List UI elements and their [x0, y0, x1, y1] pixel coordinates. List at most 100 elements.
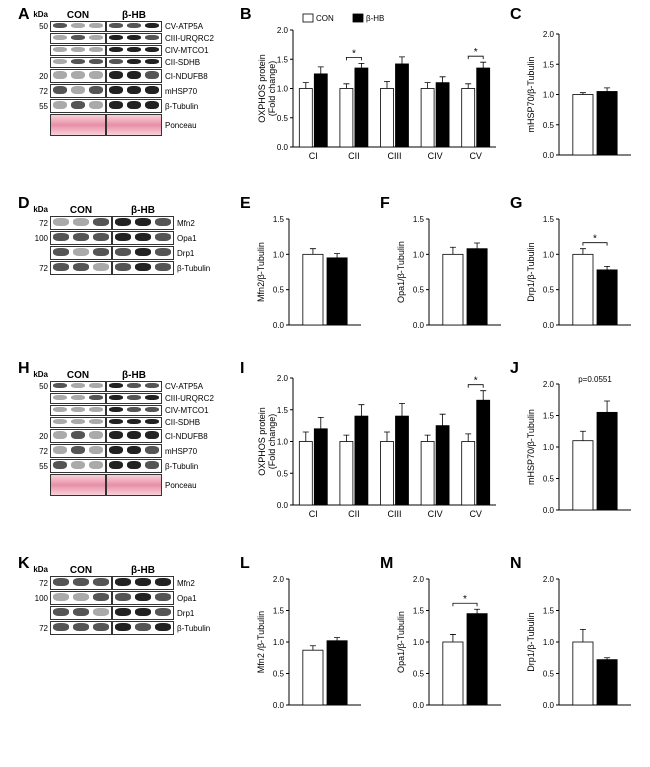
bar-chart-C: 0.00.51.01.52.0mHSP70/β-Tubulin [525, 20, 635, 170]
blot-header-bhb: β-HB [106, 10, 162, 21]
protein-label: β-Tubulin [174, 264, 210, 273]
kda-label: kDa [30, 565, 50, 576]
svg-text:0.5: 0.5 [413, 286, 425, 295]
blot-lane-group [112, 261, 174, 275]
ponceau-stain [106, 114, 162, 136]
protein-label: CIII-URQRC2 [162, 394, 214, 403]
svg-text:OXPHOS protein(Fold change): OXPHOS protein(Fold change) [257, 407, 277, 476]
svg-text:CIII: CIII [387, 509, 401, 519]
blot-header-bhb: β-HB [106, 370, 162, 381]
blot-lane-group [112, 621, 174, 635]
svg-text:0.5: 0.5 [277, 469, 289, 478]
kda-marker: 100 [30, 594, 50, 603]
protein-label: CII-SDHB [162, 418, 200, 427]
svg-text:1.5: 1.5 [543, 215, 555, 224]
blot-lane-group [106, 21, 162, 32]
svg-text:2.0: 2.0 [543, 30, 555, 39]
protein-label: mHSP70 [162, 447, 197, 456]
blot-lane-group [50, 429, 106, 443]
blot-lane-group [50, 99, 106, 113]
protein-label: Mfn2 [174, 219, 195, 228]
svg-text:1.0: 1.0 [413, 638, 425, 647]
svg-text:2.0: 2.0 [543, 575, 555, 584]
svg-text:CON: CON [316, 14, 334, 23]
blot-lane-group [106, 417, 162, 428]
kda-marker: 55 [30, 102, 50, 111]
svg-text:1.0: 1.0 [273, 250, 285, 259]
blot-lane-group [50, 381, 106, 392]
protein-label: Drp1 [174, 249, 194, 258]
svg-text:0.0: 0.0 [277, 501, 289, 510]
blot-lane-group [50, 591, 112, 605]
svg-text:Drp1/β-Tubulin: Drp1/β-Tubulin [526, 242, 536, 301]
protein-label: CV-ATP5A [162, 22, 203, 31]
svg-text:CI: CI [309, 509, 318, 519]
ponceau-stain [50, 474, 106, 496]
protein-label: Drp1 [174, 609, 194, 618]
panel-label-M: M [380, 555, 393, 573]
blot-header-con: CON [50, 370, 106, 381]
protein-label: Opa1 [174, 234, 197, 243]
svg-text:0.5: 0.5 [543, 286, 555, 295]
svg-text:Mfn2 /β-Tubulin: Mfn2 /β-Tubulin [256, 611, 266, 673]
blot-lane-group [50, 393, 106, 404]
panel-label-H: H [18, 360, 30, 378]
panel-label-F: F [380, 195, 390, 213]
ponceau-stain [106, 474, 162, 496]
kda-label: kDa [30, 370, 50, 381]
protein-label: mHSP70 [162, 87, 197, 96]
ponceau-stain [50, 114, 106, 136]
blot-lane-group [106, 69, 162, 83]
blot-lane-group [106, 99, 162, 113]
svg-text:0.0: 0.0 [413, 321, 425, 330]
svg-text:1.5: 1.5 [273, 607, 285, 616]
blot-lane-group [112, 216, 174, 230]
svg-text:CV: CV [469, 151, 482, 161]
svg-text:0.0: 0.0 [543, 321, 555, 330]
blot-header-con: CON [50, 205, 112, 216]
blot-lane-group [50, 444, 106, 458]
blot-lane-group [112, 246, 174, 260]
protein-label: CIII-URQRC2 [162, 34, 214, 43]
protein-label: CIV-MTCO1 [162, 406, 209, 415]
svg-text:1.5: 1.5 [543, 60, 555, 69]
kda-marker: 20 [30, 432, 50, 441]
blot-lane-group [50, 405, 106, 416]
bar-chart-I: 0.00.51.01.52.0CICIICIIICIVCV*OXPHOS pro… [255, 370, 500, 530]
blot-lane-group [112, 231, 174, 245]
svg-text:CII: CII [348, 509, 360, 519]
panel-label-N: N [510, 555, 522, 573]
svg-text:1.5: 1.5 [277, 55, 289, 64]
svg-text:0.5: 0.5 [543, 475, 555, 484]
svg-text:1.0: 1.0 [277, 85, 289, 94]
kda-label: kDa [30, 10, 50, 21]
panel-label-B: B [240, 6, 252, 24]
protein-label: Ponceau [162, 121, 197, 130]
svg-text:1.0: 1.0 [543, 91, 555, 100]
blot-lane-group [50, 621, 112, 635]
svg-text:Mfn2/β-Tubulin: Mfn2/β-Tubulin [256, 242, 266, 302]
bar-chart-M: 0.00.51.01.52.0*Opa1/β-Tubulin [395, 565, 505, 720]
svg-text:0.5: 0.5 [543, 121, 555, 130]
svg-text:0.5: 0.5 [413, 670, 425, 679]
blot-lane-group [106, 84, 162, 98]
svg-text:0.0: 0.0 [273, 701, 285, 710]
kda-marker: 72 [30, 579, 50, 588]
protein-label: Mfn2 [174, 579, 195, 588]
svg-text:CIV: CIV [428, 509, 443, 519]
kda-marker: 72 [30, 87, 50, 96]
panel-label-A: A [18, 6, 30, 24]
svg-text:Drp1/β-Tubulin: Drp1/β-Tubulin [526, 612, 536, 671]
panel-label-J: J [510, 360, 519, 378]
svg-text:2.0: 2.0 [413, 575, 425, 584]
svg-text:CV: CV [469, 509, 482, 519]
kda-marker: 50 [30, 22, 50, 31]
western-blot-H: kDa CON β-HB50CV-ATP5ACIII-URQRC2CIV-MTC… [30, 370, 214, 497]
panel-label-E: E [240, 195, 251, 213]
blot-lane-group [50, 69, 106, 83]
svg-text:CII: CII [348, 151, 360, 161]
svg-text:0.5: 0.5 [273, 286, 285, 295]
blot-lane-group [50, 606, 112, 620]
svg-text:0.0: 0.0 [543, 701, 555, 710]
svg-text:0.0: 0.0 [543, 151, 555, 160]
